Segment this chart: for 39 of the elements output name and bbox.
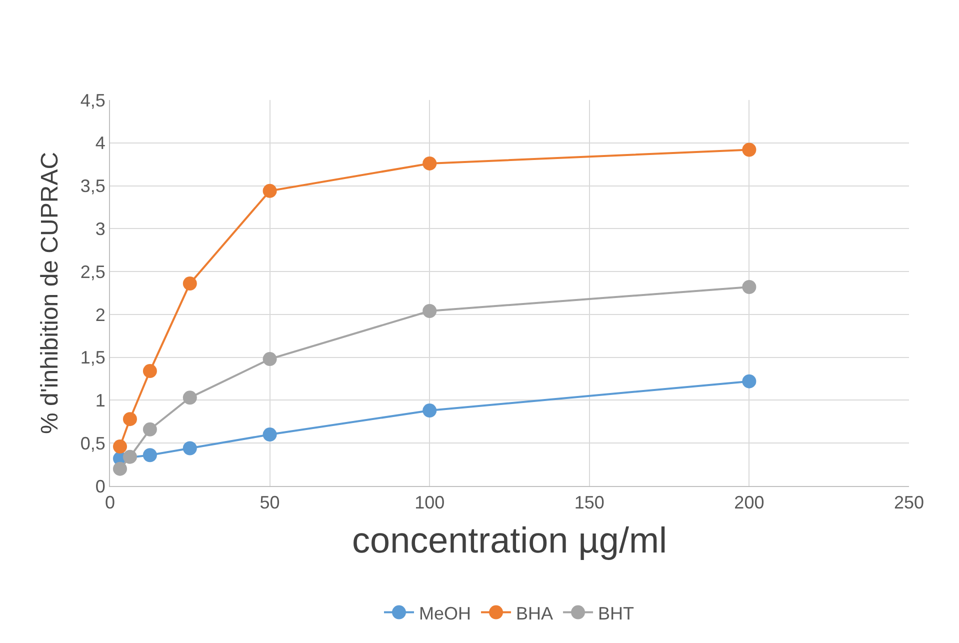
point xyxy=(262,352,277,366)
legend-label: MeOH xyxy=(419,603,472,624)
point xyxy=(182,441,197,456)
point xyxy=(422,156,437,170)
point xyxy=(122,450,137,464)
point xyxy=(742,374,756,388)
x-tick-label: 200 xyxy=(734,492,764,513)
y-tick-label: 3 xyxy=(95,218,106,239)
x-tick-label: 50 xyxy=(260,492,280,513)
point xyxy=(262,428,277,442)
y-tick-label: 1,5 xyxy=(80,348,106,368)
x-tick-label: 250 xyxy=(894,492,924,513)
point xyxy=(262,184,277,198)
point xyxy=(112,462,127,476)
y-tick-label: 4,5 xyxy=(80,90,106,110)
legend-label: BHA xyxy=(516,603,554,624)
y-tick-label: 2 xyxy=(95,304,106,325)
y-tick-label: 0 xyxy=(95,476,106,496)
point xyxy=(182,276,197,291)
point xyxy=(742,280,756,294)
y-tick-label: 4 xyxy=(95,133,106,154)
x-axis-title: concentration µg/ml xyxy=(352,519,667,560)
point xyxy=(182,390,197,405)
y-tick-label: 0,5 xyxy=(80,433,106,454)
y-tick-label: 1 xyxy=(95,390,106,411)
point xyxy=(122,412,137,426)
y-tick-label: 3,5 xyxy=(80,176,106,196)
point xyxy=(422,404,437,418)
point xyxy=(142,448,157,462)
point xyxy=(422,304,437,318)
y-tick-label: 2,5 xyxy=(80,262,106,282)
y-axis-title: % d'inhibition de CUPRAC xyxy=(36,152,64,434)
point xyxy=(142,364,157,378)
legend-label: BHT xyxy=(598,603,634,624)
point xyxy=(112,440,127,454)
point xyxy=(742,142,756,157)
x-tick-label: 100 xyxy=(414,492,445,513)
point xyxy=(142,422,157,436)
x-tick-label: 150 xyxy=(574,492,604,513)
